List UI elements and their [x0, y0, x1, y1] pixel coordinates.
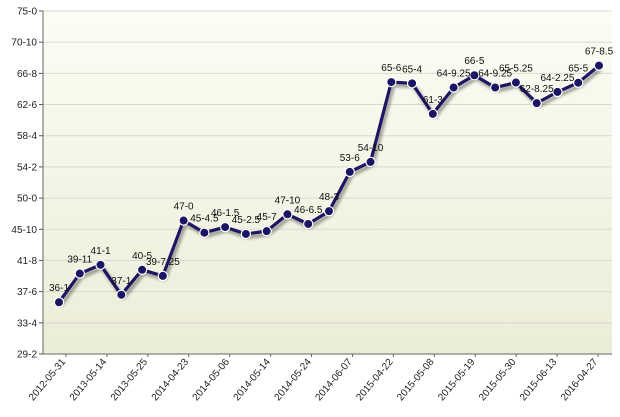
data-label: 37-1: [111, 276, 131, 287]
data-point: [53, 297, 65, 308]
data-point: [323, 205, 335, 217]
data-label: 65-4: [402, 64, 422, 75]
y-tick-label: 29-2: [17, 350, 37, 361]
data-label: 46-6.5: [294, 205, 323, 216]
data-label: 47-0: [174, 202, 194, 213]
data-label: 36-1: [49, 283, 69, 294]
data-point: [199, 227, 210, 238]
axes: [42, 11, 612, 355]
data-point: [593, 60, 605, 71]
y-tick-label: 66-8: [17, 69, 37, 80]
data-point: [240, 228, 252, 240]
data-point: [303, 218, 314, 230]
data-label: 47-10: [275, 195, 301, 206]
data-label: 45-2.5: [232, 215, 261, 226]
data-label: 45-7: [257, 212, 277, 223]
data-point: [261, 225, 272, 237]
data-point: [282, 209, 293, 220]
data-label: 39-7.25: [146, 257, 180, 268]
data-point: [157, 270, 169, 282]
x-tick-label: 2014-06-07: [313, 357, 355, 404]
data-label: 64-9.25: [478, 69, 512, 80]
x-tick-label: 2013-05-25: [109, 357, 151, 404]
plot-area: [43, 11, 612, 354]
data-point: [531, 97, 542, 109]
data-point: [552, 86, 563, 98]
data-point: [74, 268, 85, 279]
y-tick-label: 50-0: [17, 194, 37, 205]
y-tick-label: 41-8: [17, 256, 37, 267]
plot-background: [43, 11, 612, 354]
data-label: 62-8.25: [520, 84, 554, 95]
y-tick-label: 54-2: [17, 162, 37, 173]
data-label: 46-1.5: [211, 208, 240, 219]
x-tick-label: 2015-05-08: [395, 357, 437, 404]
y-axis-ticks: 75-0 70-10 66-8 62-6 58-4 54-2 50-0 45-10 41-8 37…: [11, 7, 37, 361]
data-point: [344, 166, 355, 178]
data-label: 54-10: [358, 143, 384, 154]
data-label: 64-9.25: [437, 69, 471, 80]
data-point: [427, 108, 439, 120]
data-label: 64-2.25: [541, 73, 575, 84]
data-label: 48-3: [319, 192, 339, 203]
data-point: [386, 76, 397, 88]
data-point: [365, 156, 376, 168]
data-point: [178, 215, 189, 226]
x-tick-label: 2013-05-14: [68, 357, 110, 404]
y-tick-label: 75-0: [17, 7, 37, 18]
data-label: 53-6: [340, 153, 360, 164]
data-point: [510, 77, 522, 88]
data-point: [95, 259, 106, 271]
data-point: [116, 289, 127, 300]
x-tick-label: 2015-05-30: [477, 357, 519, 404]
data-labels: 36-139-1141-137-140-539-7.2547-045-4.546…: [49, 47, 614, 295]
data-points: [53, 60, 605, 308]
data-label: 40-5: [132, 251, 152, 262]
y-tick-label: 37-6: [17, 287, 37, 298]
data-point: [406, 78, 418, 89]
y-tick-label: 33-4: [17, 318, 37, 329]
data-label: 65-5: [568, 64, 588, 75]
x-tick-label: 2015-05-19: [436, 357, 478, 404]
data-point: [469, 70, 480, 81]
x-tick-label: 2014-05-24: [273, 357, 315, 404]
data-point: [448, 82, 459, 93]
x-tick-label: 2012-05-31: [27, 357, 69, 404]
x-tick-label: 2014-05-06: [191, 357, 233, 404]
data-point: [573, 77, 584, 88]
y-tick-label: 70-10: [11, 38, 37, 49]
x-tick-label: 2016-04-27: [559, 357, 601, 404]
data-point: [136, 264, 148, 276]
x-tick-label: 2014-05-14: [232, 357, 274, 404]
data-label: 65-6: [381, 63, 401, 74]
x-axis-ticks: 2012-05-31 2013-05-14 2013-05-25 2014-04-23…: [27, 354, 601, 403]
data-point: [489, 82, 501, 93]
y-tick-label: 58-4: [17, 131, 37, 142]
data-label: 61-3: [423, 95, 443, 106]
y-tick-label: 62-6: [17, 100, 37, 111]
data-label: 67-8.5: [585, 47, 614, 58]
y-tick-label: 45-10: [11, 225, 37, 236]
x-tick-label: 2014-04-23: [150, 357, 192, 404]
data-label: 41-1: [91, 246, 111, 257]
x-tick-label: 2015-06-13: [518, 357, 560, 404]
data-label: 39-11: [67, 255, 92, 266]
data-label: 66-5: [464, 56, 484, 67]
data-point: [219, 221, 231, 233]
data-label: 65-5.25: [499, 64, 533, 75]
x-tick-label: 2015-04-22: [354, 357, 396, 404]
data-label: 45-4.5: [190, 214, 219, 225]
